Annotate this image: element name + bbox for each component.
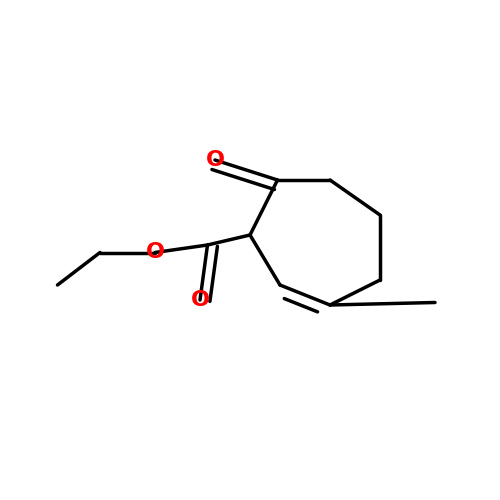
Text: O: O bbox=[146, 242, 165, 262]
Text: O: O bbox=[190, 290, 210, 310]
Text: O: O bbox=[206, 150, 225, 170]
